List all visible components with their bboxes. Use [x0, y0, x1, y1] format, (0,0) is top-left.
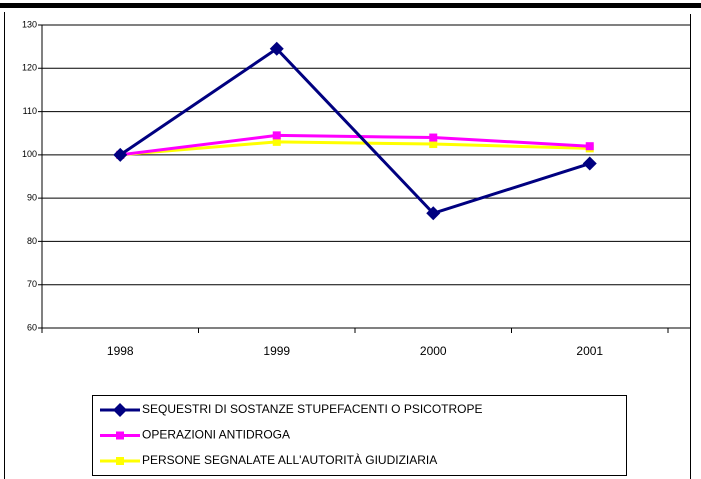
data-point [429, 140, 438, 149]
series-line [120, 133, 590, 157]
top-bar [0, 3, 701, 8]
series-line [119, 46, 591, 216]
legend-label: OPERAZIONI ANTIDROGA [142, 428, 290, 442]
y-tick-label: 110 [23, 106, 37, 116]
legend-marker [116, 457, 124, 465]
y-tick-label: 90 [27, 193, 37, 203]
legend-marker [113, 403, 127, 417]
y-tick-label: 80 [27, 236, 37, 246]
y-tick-label: 100 [22, 149, 37, 159]
x-tick-label: 2001 [576, 344, 603, 358]
x-tick-label: 2000 [420, 344, 447, 358]
data-point [269, 41, 284, 56]
legend-box [92, 395, 627, 476]
data-point [272, 131, 281, 140]
data-point [582, 156, 597, 171]
legend-marker [116, 431, 124, 440]
data-point [113, 147, 128, 162]
data-point [272, 137, 281, 146]
y-tick-label: 60 [27, 322, 37, 332]
y-tick-label: 120 [22, 63, 37, 73]
data-point [426, 206, 441, 221]
x-tick-label: 1999 [263, 344, 290, 358]
data-point [585, 142, 594, 151]
y-tick-label: 130 [22, 19, 37, 29]
y-tick-label: 70 [27, 279, 37, 289]
data-point [429, 133, 438, 142]
x-tick-label: 1998 [107, 344, 134, 358]
series-line [120, 140, 590, 157]
legend-label: SEQUESTRI DI SOSTANZE STUPEFACENTI O PSI… [142, 402, 483, 416]
legend-label: PERSONE SEGNALATE ALL'AUTORITÀ GIUDIZIAR… [142, 452, 437, 467]
